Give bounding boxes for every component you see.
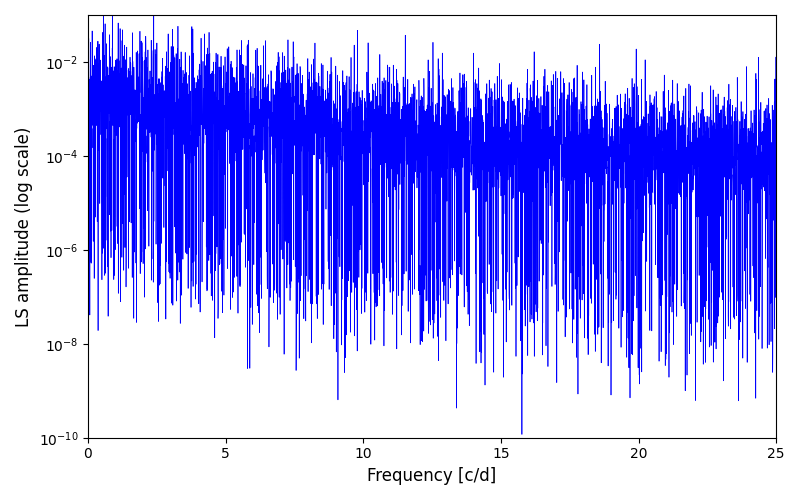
Y-axis label: LS amplitude (log scale): LS amplitude (log scale)	[15, 126, 33, 326]
X-axis label: Frequency [c/d]: Frequency [c/d]	[367, 467, 497, 485]
